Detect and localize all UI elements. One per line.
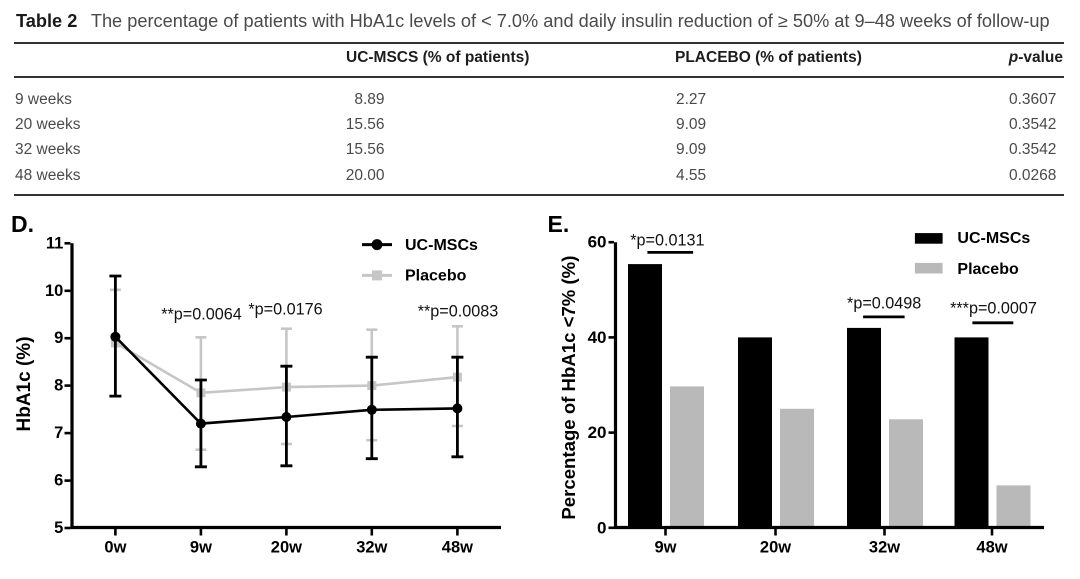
svg-text:60: 60 (588, 233, 607, 252)
svg-text:40: 40 (588, 328, 607, 347)
svg-text:E.: E. (548, 211, 570, 237)
svg-text:**p=0.0083: **p=0.0083 (418, 303, 499, 321)
svg-text:7: 7 (54, 424, 63, 442)
svg-text:20w: 20w (271, 539, 302, 557)
svg-text:5: 5 (54, 519, 63, 537)
svg-text:32w: 32w (356, 539, 387, 557)
svg-text:***p=0.0007: ***p=0.0007 (950, 300, 1037, 318)
svg-text:Percentage of HbA1c <7% (%): Percentage of HbA1c <7% (%) (558, 256, 579, 520)
svg-text:48w: 48w (976, 539, 1007, 557)
svg-text:9: 9 (54, 329, 63, 347)
svg-text:*p=0.0498: *p=0.0498 (847, 295, 921, 313)
svg-text:9w: 9w (190, 539, 212, 557)
svg-text:0w: 0w (104, 539, 126, 557)
svg-text:UC-MSCs: UC-MSCs (957, 230, 1030, 247)
svg-text:32w: 32w (869, 539, 900, 557)
svg-text:**p=0.0064: **p=0.0064 (161, 306, 242, 324)
svg-text:HbA1c (%): HbA1c (%) (14, 336, 35, 431)
svg-text:*p=0.0131: *p=0.0131 (630, 232, 704, 250)
svg-text:Placebo: Placebo (957, 261, 1019, 278)
svg-text:9w: 9w (654, 539, 676, 557)
svg-text:20: 20 (588, 423, 607, 442)
svg-text:20w: 20w (760, 539, 791, 557)
svg-text:Placebo: Placebo (405, 268, 467, 285)
svg-text:48w: 48w (442, 539, 473, 557)
svg-text:UC-MSCs: UC-MSCs (405, 237, 478, 254)
svg-text:6: 6 (54, 472, 63, 490)
svg-text:11: 11 (46, 234, 63, 252)
svg-text:0: 0 (597, 518, 606, 537)
svg-text:10: 10 (45, 282, 63, 300)
svg-text:D.: D. (11, 211, 34, 237)
svg-text:*p=0.0176: *p=0.0176 (248, 301, 322, 319)
svg-text:8: 8 (54, 377, 63, 395)
